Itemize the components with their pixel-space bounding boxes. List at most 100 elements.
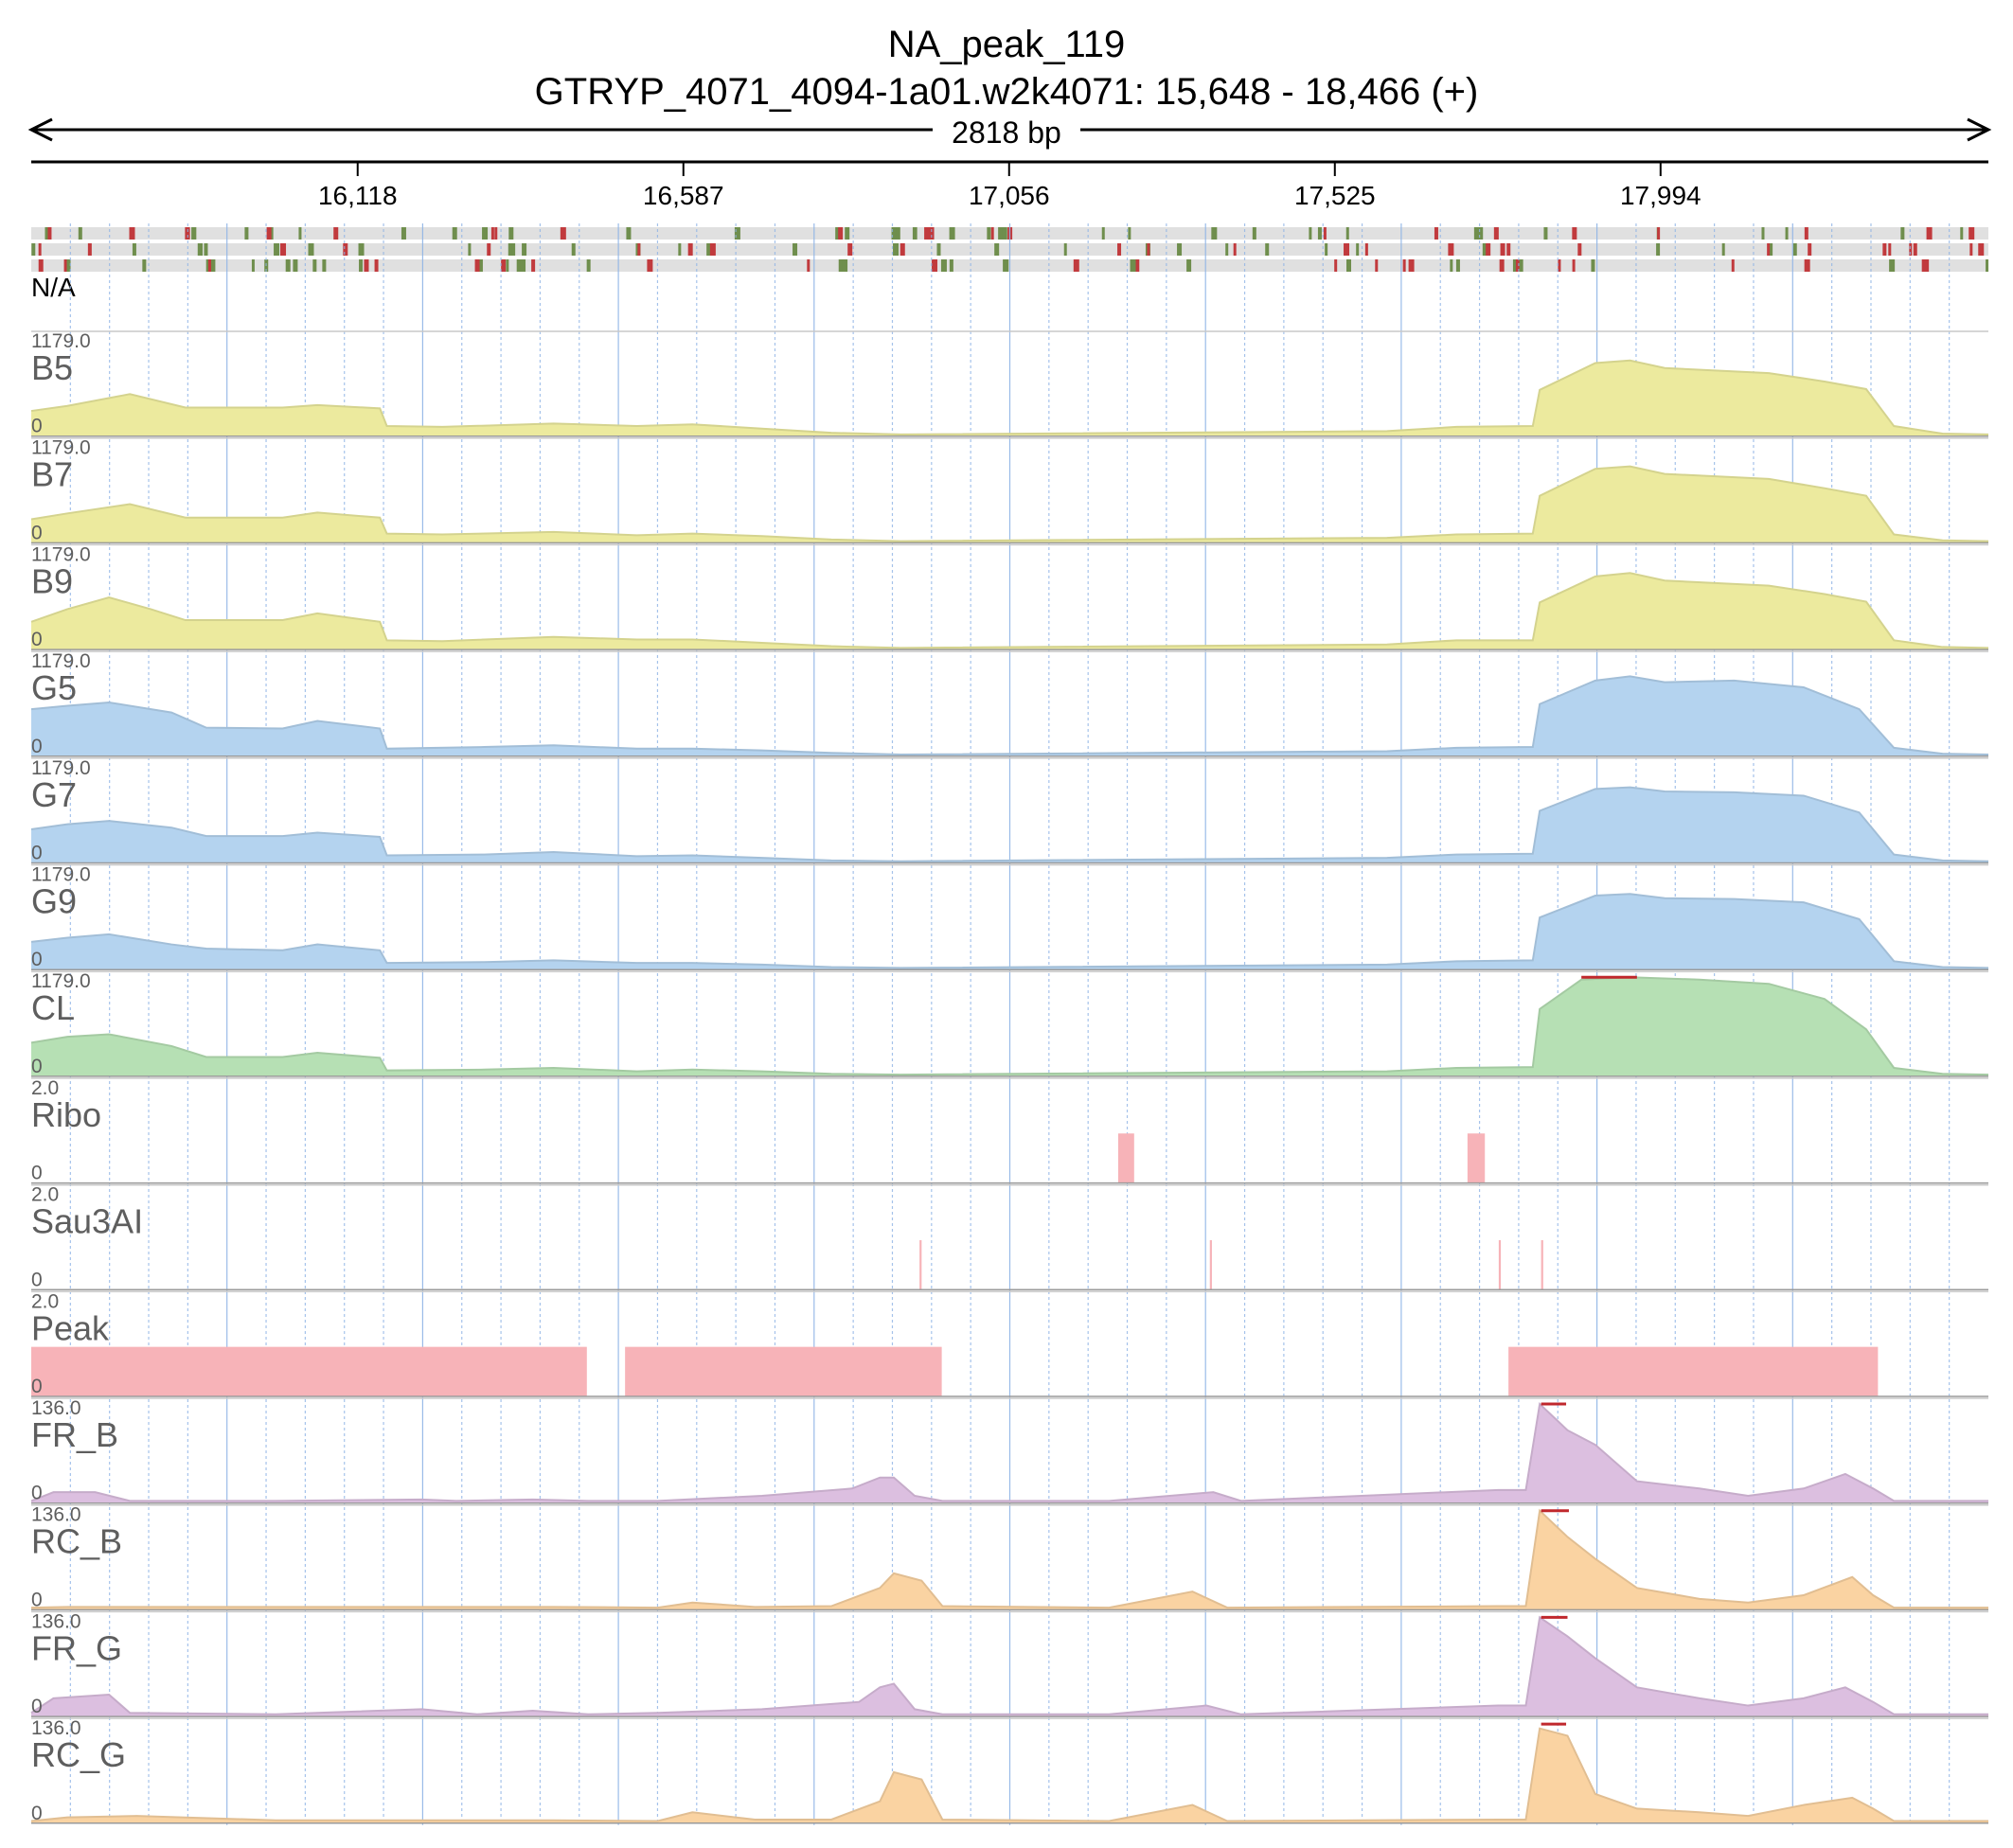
codon-mark — [1804, 259, 1810, 272]
codon-mark — [1770, 243, 1773, 256]
track-min-label: 0 — [31, 949, 43, 970]
coverage-area — [31, 573, 1988, 650]
codon-mark — [940, 259, 947, 272]
span-label: 2818 bp — [952, 116, 1061, 150]
track-max-label: 136.0 — [31, 1397, 81, 1419]
codon-mark — [900, 243, 905, 256]
track-max-label: 1179.0 — [31, 650, 91, 672]
codon-mark — [1500, 243, 1505, 256]
codon-mark — [924, 227, 930, 240]
genome-axis: 16,118 16,587 17,056 17,525 17,994 — [31, 160, 1988, 210]
codon-mark — [266, 227, 272, 240]
track-min-label: 0 — [31, 843, 43, 864]
codon-mark — [1657, 227, 1661, 240]
track-min-label: 0 — [31, 1589, 43, 1610]
codon-mark — [1334, 259, 1338, 272]
codon-mark — [1960, 227, 1964, 240]
codon-mark — [987, 227, 991, 240]
codon-mark — [1913, 243, 1917, 256]
coverage-line — [30, 1508, 1988, 1609]
codon-mark — [204, 243, 208, 256]
track-max-label: 1179.0 — [31, 864, 91, 886]
codon-mark — [487, 243, 491, 256]
codon-mark — [1317, 227, 1322, 240]
codon-mark — [1882, 243, 1887, 256]
codon-mark — [474, 259, 480, 272]
track-g7: 1179.0G7 0 — [30, 757, 1989, 864]
codon-mark — [87, 243, 92, 256]
codon-mark — [793, 243, 798, 256]
coverage-line — [30, 1727, 1988, 1822]
span-arrowhead-left — [27, 117, 53, 142]
codon-mark — [285, 259, 291, 272]
codon-mark — [38, 259, 44, 272]
coverage-line — [30, 1615, 1988, 1715]
codon-mark — [1792, 243, 1797, 256]
codon-mark — [1761, 227, 1765, 240]
codon-mark — [1890, 259, 1895, 272]
track-b9: 1179.0B9 0 — [30, 543, 1989, 650]
codon-mark — [1117, 243, 1122, 256]
coverage-line — [30, 893, 1989, 969]
track-name-label: Sau3AI — [31, 1202, 143, 1241]
track-name-label: B9 — [31, 561, 73, 600]
coverage-area — [31, 360, 1988, 436]
codon-mark — [706, 243, 712, 256]
track-min-label: 0 — [31, 1056, 43, 1077]
codon-mark — [994, 243, 1000, 256]
codon-mark — [1130, 259, 1136, 272]
axis-tick-label: 17,525 — [1294, 181, 1376, 210]
codon-mark — [1434, 227, 1438, 240]
codon-mark — [913, 227, 917, 240]
track-max-label: 1179.0 — [31, 543, 91, 565]
axis-tick-label: 17,994 — [1620, 181, 1701, 210]
codon-mark — [1572, 259, 1576, 272]
codon-mark — [990, 227, 994, 240]
codon-mark — [891, 227, 897, 240]
codon-mark — [932, 259, 935, 272]
axis-tick-label: 17,056 — [969, 181, 1050, 210]
codon-mark — [494, 227, 498, 240]
track-name-label: B7 — [31, 455, 73, 494]
codon-mark — [1482, 243, 1487, 256]
codon-mark — [1473, 227, 1480, 240]
codon-mark — [478, 259, 483, 272]
codon-mark — [197, 243, 202, 256]
codon-mark — [949, 259, 953, 272]
codon-mark — [207, 259, 211, 272]
track-name-label: CL — [31, 988, 75, 1027]
track-name-label: B5 — [31, 348, 73, 387]
codon-mark — [401, 227, 406, 240]
track-min-label: 0 — [31, 629, 43, 650]
track-name-label: RC_B — [31, 1522, 122, 1561]
axis-tick-label: 16,587 — [643, 181, 724, 210]
codon-mark — [1493, 227, 1499, 240]
codon-mark — [1926, 259, 1930, 272]
track-name-label: G7 — [31, 775, 77, 814]
track-name-label: FR_G — [31, 1628, 122, 1667]
codon-mark — [490, 227, 494, 240]
coverage-area — [31, 1404, 1988, 1503]
codon-mark — [838, 227, 844, 240]
chart-subtitle: GTRYP_4071_4094-1a01.w2k4071: 15,648 - 1… — [535, 71, 1479, 113]
codon-mark — [322, 259, 327, 272]
codon-mark — [38, 243, 42, 256]
track-min-label: 0 — [31, 1696, 43, 1717]
axis-tick-label: 16,118 — [318, 181, 398, 210]
feature-block — [1467, 1133, 1486, 1183]
codon-mark — [1506, 243, 1511, 256]
track-max-label: 1179.0 — [31, 757, 91, 779]
track-min-label: 0 — [31, 1269, 43, 1290]
feature-block — [1209, 1239, 1212, 1290]
codon-mark — [936, 243, 941, 256]
track-rc-g: 136.0RC_G 0 — [30, 1717, 1988, 1824]
codon-mark — [452, 227, 457, 240]
codon-mark — [893, 243, 900, 256]
coverage-area — [31, 787, 1988, 863]
codon-mark — [998, 227, 1003, 240]
codon-mark — [1986, 259, 1989, 272]
codon-mark — [894, 227, 900, 240]
coverage-line — [30, 465, 1989, 542]
